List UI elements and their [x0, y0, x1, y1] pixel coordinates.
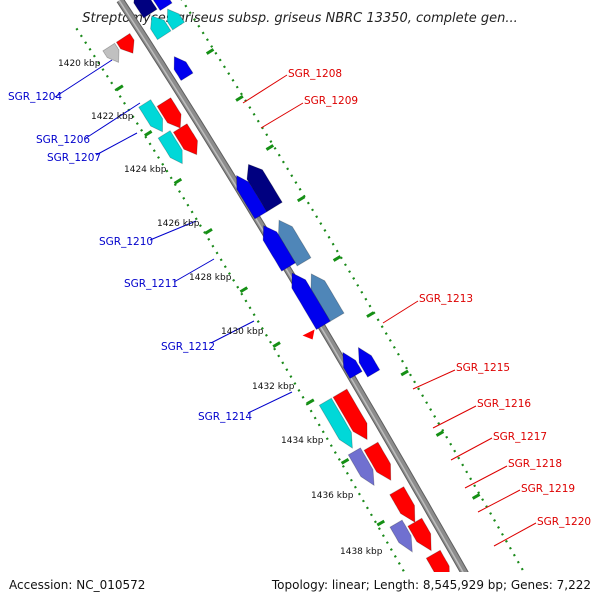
- gene-arrow[interactable]: [138, 99, 164, 133]
- gene-arrow[interactable]: [115, 32, 135, 54]
- gene-label-sgr-1212[interactable]: SGR_1212: [161, 341, 215, 353]
- gene-label-sgr-1214[interactable]: SGR_1214: [198, 411, 252, 423]
- leader-line: [450, 437, 493, 461]
- track-tick: [340, 458, 350, 465]
- gene-arrow[interactable]: [357, 346, 381, 378]
- gene-label-sgr-1218[interactable]: SGR_1218: [508, 458, 562, 470]
- leader-line: [149, 220, 197, 241]
- gene-label-sgr-1215[interactable]: SGR_1215: [456, 362, 510, 374]
- leader-line: [173, 258, 215, 283]
- gene-label-sgr-1209[interactable]: SGR_1209: [304, 95, 358, 107]
- gene-arrow[interactable]: [156, 97, 182, 129]
- gene-label-sgr-1210[interactable]: SGR_1210: [99, 236, 153, 248]
- gene-arrow[interactable]: [425, 549, 450, 583]
- leader-line: [260, 102, 304, 129]
- track-tick: [144, 130, 153, 137]
- gene-arrow[interactable]: [407, 517, 432, 552]
- kbp-label: 1434 kbp: [281, 436, 324, 446]
- leader-line: [85, 102, 141, 139]
- reverse-track-dots: [180, 0, 526, 572]
- track-tick: [435, 430, 445, 437]
- gene-arrow[interactable]: [102, 42, 120, 63]
- gene-arrow[interactable]: [172, 123, 198, 156]
- map-title: Streptomyces griseus subsp. griseus NBRC…: [82, 11, 517, 26]
- gene-arrow[interactable]: [236, 174, 268, 220]
- feature-marker: [302, 329, 315, 340]
- track-tick: [272, 341, 281, 348]
- leader-line: [412, 369, 456, 390]
- gene-label-sgr-1220[interactable]: SGR_1220: [537, 516, 591, 528]
- track-tick: [366, 311, 375, 318]
- track-tick: [471, 493, 481, 500]
- kbp-label: 1426 kbp: [157, 219, 200, 229]
- gene-arrow[interactable]: [291, 272, 331, 331]
- kbp-label: 1420 kbp: [58, 59, 101, 69]
- gene-arrow[interactable]: [173, 55, 194, 82]
- leader-line: [464, 465, 508, 489]
- gene-arrow[interactable]: [262, 224, 296, 272]
- gene-arrow[interactable]: [166, 8, 185, 31]
- gene-arrow[interactable]: [150, 15, 172, 41]
- leader-line: [95, 132, 138, 156]
- gene-arrow[interactable]: [157, 130, 183, 165]
- gene-arrow[interactable]: [332, 388, 368, 441]
- gene-label-sgr-1213[interactable]: SGR_1213: [419, 293, 473, 305]
- gene-label-sgr-1219[interactable]: SGR_1219: [521, 483, 575, 495]
- track-tick: [306, 398, 315, 406]
- gene-arrow[interactable]: [150, 0, 173, 12]
- track-tick: [235, 94, 244, 102]
- track-tick: [205, 48, 215, 55]
- kbp-label: 1422 kbp: [91, 112, 134, 122]
- gene-arrow[interactable]: [133, 0, 158, 19]
- track-tick: [400, 369, 409, 377]
- kbp-label: 1428 kbp: [189, 273, 232, 283]
- leader-line: [432, 405, 477, 429]
- gene-arrow[interactable]: [363, 441, 392, 482]
- kbp-scale: 1420 kbp 1422 kbp 1424 kbp 1426 kbp 1428…: [58, 59, 383, 557]
- kbp-label: 1432 kbp: [252, 382, 295, 392]
- gene-label-sgr-1208[interactable]: SGR_1208: [288, 68, 342, 80]
- gene-label-sgr-1216[interactable]: SGR_1216: [477, 398, 531, 410]
- track-tick: [115, 84, 124, 92]
- track-tick: [204, 227, 213, 235]
- track-tick: [376, 519, 385, 527]
- gene-label-sgr-1204[interactable]: SGR_1204: [8, 91, 62, 103]
- kbp-label: 1438 kbp: [340, 547, 383, 557]
- kbp-label: 1424 kbp: [124, 165, 167, 175]
- gene-arrow[interactable]: [389, 486, 416, 523]
- gene-arrow[interactable]: [278, 219, 312, 267]
- kbp-label: 1430 kbp: [221, 327, 264, 337]
- leader-line: [242, 74, 288, 104]
- gene-arrow[interactable]: [342, 351, 363, 380]
- track-tick: [173, 177, 183, 185]
- leader-line: [382, 300, 419, 324]
- gene-label-sgr-1211[interactable]: SGR_1211: [124, 278, 178, 290]
- gene-arrow[interactable]: [389, 519, 413, 553]
- feature-tracks: [75, 0, 526, 572]
- leader-line: [210, 320, 255, 344]
- leader-line: [247, 391, 293, 414]
- gene-arrow[interactable]: [347, 447, 375, 487]
- track-tick: [239, 286, 249, 294]
- kbp-label: 1436 kbp: [311, 491, 354, 501]
- accession-info: Accession: NC_010572: [9, 578, 146, 592]
- gene-label-sgr-1217[interactable]: SGR_1217: [493, 431, 547, 443]
- track-tick: [296, 195, 306, 203]
- leader-line: [477, 489, 521, 513]
- gene-arrow[interactable]: [318, 397, 353, 449]
- leader-line: [54, 59, 113, 98]
- gene-label-sgr-1206[interactable]: SGR_1206: [36, 134, 90, 146]
- track-tick: [265, 144, 275, 151]
- track-tick: [332, 255, 342, 262]
- leader-line: [493, 522, 537, 547]
- genome-summary: Topology: linear; Length: 8,545,929 bp; …: [271, 578, 591, 592]
- gene-features[interactable]: [102, 0, 464, 600]
- gene-label-sgr-1207[interactable]: SGR_1207: [47, 152, 101, 164]
- gene-labels: SGR_1204 SGR_1206 SGR_1207 SGR_1210 SGR_…: [8, 59, 591, 547]
